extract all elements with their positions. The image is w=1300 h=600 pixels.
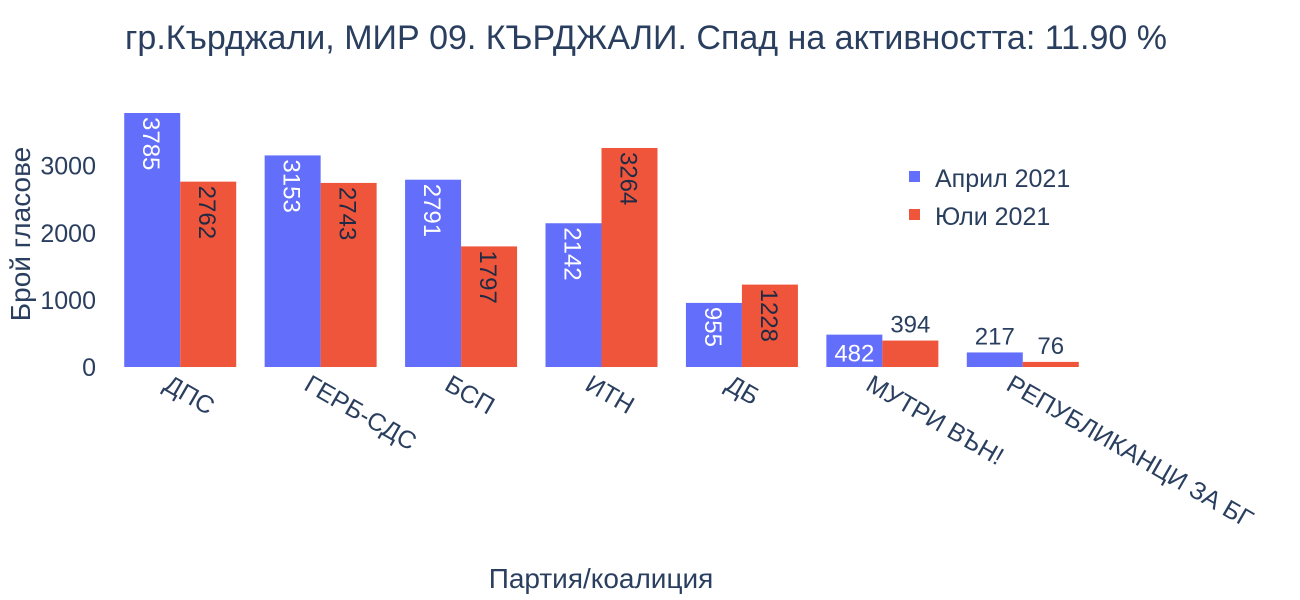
bar-value-label: 3785 bbox=[137, 117, 164, 170]
bar bbox=[685, 302, 742, 367]
bar bbox=[1022, 361, 1079, 367]
legend-label: Април 2021 bbox=[935, 165, 1070, 193]
x-axis: ДПС ГЕРБ-СДС БСП ИТН ДБ МУТРИ ВЪН!РЕПУБЛИКАНЦ… bbox=[159, 370, 1258, 534]
legend-label: Юли 2021 bbox=[935, 203, 1050, 231]
bar bbox=[405, 179, 462, 367]
bar-value-label: 76 bbox=[1037, 333, 1064, 360]
y-tick-label: 3000 bbox=[40, 153, 96, 181]
y-axis: 0 1000 2000 3000 bbox=[40, 153, 96, 382]
legend-swatch bbox=[909, 171, 920, 182]
bar bbox=[264, 155, 321, 367]
bar bbox=[180, 181, 237, 367]
x-tick-label: МУТРИ ВЪН! bbox=[861, 370, 1008, 471]
bar bbox=[601, 147, 658, 367]
x-tick-label: ГЕРБ-СДС bbox=[300, 370, 421, 456]
bar-value-label: 2142 bbox=[559, 227, 586, 280]
bar-value-label: 217 bbox=[975, 323, 1015, 350]
bar-value-label: 3264 bbox=[615, 152, 642, 205]
bar bbox=[826, 334, 883, 367]
chart-title: гр.Кърджали, МИР 09. КЪРДЖАЛИ. Спад на а… bbox=[125, 19, 1167, 57]
bar-value-label: 3153 bbox=[278, 159, 305, 212]
y-tick-label: 2000 bbox=[40, 220, 96, 248]
x-tick-label: ИТН bbox=[581, 370, 639, 420]
bar-labels-group: 3785 2762 3153 2743 2791 1797 2142 3264 955 1228 4… bbox=[137, 117, 1064, 368]
y-tick-label: 1000 bbox=[40, 287, 96, 315]
x-axis-title: Партия/коалиция bbox=[489, 563, 714, 594]
legend: Април 2021 Юли 2021 bbox=[909, 165, 1070, 231]
bars-group bbox=[124, 113, 1079, 367]
bar bbox=[461, 246, 518, 367]
bar-value-label: 1797 bbox=[474, 250, 501, 303]
y-axis-title: Брой гласове bbox=[5, 147, 36, 321]
bar bbox=[966, 352, 1023, 367]
bar-value-label: 955 bbox=[699, 307, 726, 347]
bar-value-label: 2743 bbox=[334, 187, 361, 240]
bar bbox=[320, 182, 377, 367]
x-tick-label: БСП bbox=[440, 370, 499, 420]
x-tick-label: ДБ bbox=[721, 370, 764, 411]
x-tick-label: РЕПУБЛИКАНЦИ ЗА БГ bbox=[1002, 370, 1258, 534]
bar bbox=[882, 340, 939, 367]
x-tick-label: ДПС bbox=[159, 370, 219, 421]
bar-value-label: 2791 bbox=[418, 184, 445, 237]
bar-value-label: 2762 bbox=[193, 186, 220, 239]
bar bbox=[124, 113, 181, 367]
legend-swatch bbox=[909, 209, 920, 220]
bar-value-label: 1228 bbox=[755, 289, 782, 342]
bar-value-label: 482 bbox=[834, 341, 874, 368]
bar bbox=[545, 223, 602, 367]
y-tick-label: 0 bbox=[82, 354, 96, 382]
bar-value-label: 394 bbox=[890, 312, 930, 339]
bar bbox=[741, 284, 798, 367]
